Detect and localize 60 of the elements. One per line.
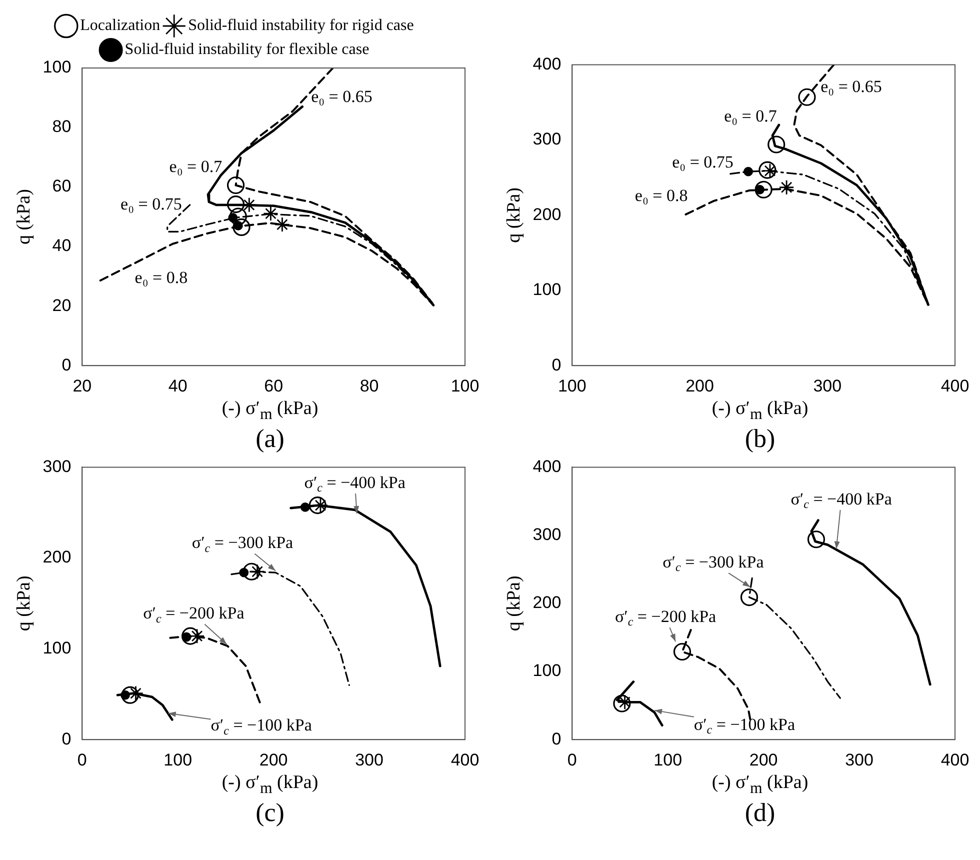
y-tick-label: 300 — [532, 130, 562, 149]
x-tick-label: 400 — [450, 750, 480, 770]
y-tick-label: 0 — [62, 729, 72, 748]
x-axis-title: (-) σ′$_{m}$ (kPa) — [222, 398, 318, 424]
x-tick-label: 200 — [686, 376, 714, 396]
x-tick-label: 300 — [845, 750, 874, 770]
annotation: e₀ = 0.65 — [311, 87, 372, 106]
x-tick-label: 40 — [168, 376, 188, 396]
y-tick-label: 200 — [532, 592, 562, 612]
x-tick-label: 100 — [164, 750, 192, 770]
text: (c) — [256, 798, 284, 828]
text: (d) — [744, 798, 776, 828]
y-tick-label: 200 — [42, 547, 72, 566]
x-tick-label: 400 — [940, 376, 970, 396]
annotation: e₀ = 0.75 — [672, 152, 734, 172]
y-axis-title: q (kPa) — [13, 575, 34, 631]
annotation: e₀ = 0.8 — [134, 268, 188, 287]
y-axis-title: q (kPa) — [503, 575, 524, 631]
text: (a) — [256, 424, 284, 454]
y-tick-label: 20 — [52, 296, 72, 315]
x-axis-title: (-) σ′$_{m}$ (kPa) — [712, 398, 808, 424]
x-tick-label: 80 — [360, 376, 379, 396]
y-tick-label: 300 — [42, 456, 72, 476]
x-tick-label: 200 — [749, 750, 778, 770]
y-tick-label: 100 — [42, 638, 72, 658]
y-tick-label: 0 — [62, 355, 72, 374]
y-tick-label: 400 — [532, 54, 562, 74]
y-tick-label: 40 — [52, 236, 72, 256]
x-tick-label: 0 — [77, 750, 87, 770]
y-tick-label: 60 — [52, 176, 72, 196]
y-tick-label: 0 — [552, 355, 562, 374]
text: (b) — [744, 424, 776, 454]
annotation: e₀ = 0.8 — [634, 186, 688, 205]
annotation: e₀ = 0.65 — [820, 76, 882, 96]
annotation: e₀ = 0.75 — [120, 194, 182, 214]
x-tick-label: 300 — [355, 750, 384, 770]
annotation: e₀ = 0.7 — [724, 106, 778, 126]
x-axis-title: (-) σ′$_{m}$ (kPa) — [712, 772, 808, 798]
x-tick-label: 400 — [940, 750, 970, 770]
annotation: e₀ = 0.7 — [169, 157, 223, 176]
x-tick-label: 60 — [264, 376, 284, 396]
legend-label: Localization — [80, 17, 160, 34]
x-tick-label: 300 — [813, 376, 842, 396]
y-tick-label: 80 — [52, 117, 72, 136]
x-tick-label: 100 — [450, 376, 480, 396]
y-tick-label: 100 — [532, 280, 562, 300]
y-axis-title: q (kPa) — [13, 189, 34, 245]
legend-label: Solid-fluid instability for flexible case — [124, 41, 370, 58]
y-tick-label: 100 — [532, 660, 562, 680]
x-tick-label: 200 — [259, 750, 288, 770]
x-axis-title: (-) σ′$_{m}$ (kPa) — [222, 772, 318, 798]
x-tick-label: 0 — [567, 750, 577, 770]
y-axis-title: q (kPa) — [503, 187, 524, 243]
y-tick-label: 100 — [42, 58, 72, 77]
y-tick-label: 300 — [532, 524, 562, 544]
x-tick-label: 100 — [654, 750, 682, 770]
legend-label: Solid-fluid instability for rigid case — [188, 17, 414, 34]
y-tick-label: 400 — [532, 456, 562, 476]
y-tick-label: 0 — [552, 729, 562, 748]
y-tick-label: 200 — [532, 204, 562, 224]
